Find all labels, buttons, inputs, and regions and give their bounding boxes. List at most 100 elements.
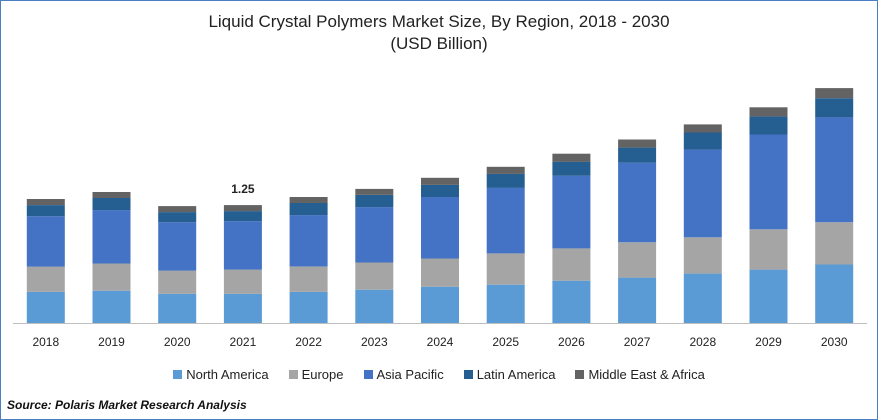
x-tick-label-2023: 2023 — [361, 335, 388, 349]
bar-segment-2030-europe — [815, 222, 854, 265]
bar-segment-2022-europe — [289, 266, 328, 292]
bar-segment-2027-europe — [618, 242, 657, 278]
bar-segment-2019-middle-east-africa — [92, 192, 131, 198]
bar-segment-2023-middle-east-africa — [355, 188, 394, 195]
legend-label: Latin America — [476, 367, 556, 382]
x-tick-label-2022: 2022 — [295, 335, 322, 349]
chart-title: Liquid Crystal Polymers Market Size, By … — [208, 12, 670, 31]
stacked-bar-chart: 2018 2019 2020 2021 1.25 2022 2023 2024 2025 2026… — [13, 88, 867, 349]
bar-segment-2018-middle-east-africa — [26, 199, 65, 205]
x-tick-label-2020: 2020 — [164, 335, 191, 349]
legend-item-asia-pacific: Asia Pacific — [363, 367, 444, 382]
bar-segment-2029-middle-east-africa — [749, 107, 788, 117]
bar-segment-2026-europe — [552, 248, 591, 281]
bar-segment-2030-middle-east-africa — [815, 88, 854, 99]
bar-segment-2022-middle-east-africa — [289, 197, 328, 203]
bar-segment-2026-asia-pacific — [552, 175, 591, 249]
bar-segment-2027-north-america — [618, 277, 657, 323]
bar-segment-2026-north-america — [552, 280, 591, 323]
bar-segment-2027-middle-east-africa — [618, 139, 657, 148]
x-tick-label-2025: 2025 — [492, 335, 519, 349]
bar-segment-2023-europe — [355, 262, 394, 290]
bar-segment-2020-asia-pacific — [158, 222, 197, 271]
bar-segment-2021-north-america — [223, 293, 262, 323]
bar-segment-2018-latin-america — [26, 205, 65, 217]
bar-segment-2029-asia-pacific — [749, 134, 788, 230]
bar-segment-2023-north-america — [355, 289, 394, 323]
legend-item-north-america: North America — [173, 367, 269, 382]
bar-segment-2022-latin-america — [289, 203, 328, 216]
source-note: Source: Polaris Market Research Analysis — [7, 398, 247, 412]
bar-segment-2023-latin-america — [355, 195, 394, 208]
chart-subtitle: (USD Billion) — [390, 34, 488, 53]
bar-segment-2022-asia-pacific — [289, 215, 328, 267]
legend-swatch — [173, 370, 183, 379]
x-tick-label-2019: 2019 — [98, 335, 125, 349]
x-tick-label-2030: 2030 — [821, 335, 848, 349]
bar-segment-2021-latin-america — [223, 211, 262, 222]
bar-segment-2024-middle-east-africa — [421, 177, 459, 185]
x-tick-label-2028: 2028 — [689, 335, 716, 349]
bar-segment-2020-europe — [158, 270, 197, 294]
legend-item-middle-east-africa: Middle East & Africa — [575, 367, 705, 382]
bar-segment-2029-latin-america — [749, 116, 788, 135]
bar-segment-2028-middle-east-africa — [683, 124, 722, 133]
bar-segment-2025-middle-east-africa — [486, 166, 525, 174]
bar-segment-2024-latin-america — [421, 184, 459, 197]
bar-segment-2026-middle-east-africa — [552, 153, 591, 162]
bar-segment-2027-asia-pacific — [618, 162, 657, 243]
legend-swatch — [575, 370, 585, 379]
legend-swatch — [463, 370, 473, 379]
bar-segment-2020-north-america — [158, 293, 197, 323]
bar-segment-2021-middle-east-africa — [223, 205, 262, 212]
bar-segment-2019-asia-pacific — [92, 210, 131, 264]
bar-segment-2025-europe — [486, 253, 525, 285]
bar-segment-2019-europe — [92, 263, 131, 291]
x-tick-label-2024: 2024 — [427, 335, 454, 349]
data-label-2021: 1.25 — [231, 182, 255, 196]
legend-item-latin-america: Latin America — [463, 367, 556, 382]
chart-title-block: Liquid Crystal Polymers Market Size, By … — [1, 11, 877, 55]
legend-item-europe: Europe — [288, 367, 344, 382]
bar-segment-2028-latin-america — [683, 132, 722, 150]
bar-segment-2020-middle-east-africa — [158, 206, 197, 213]
bar-segment-2021-europe — [223, 269, 262, 294]
bar-segment-2021-asia-pacific — [223, 221, 262, 270]
bar-segment-2028-asia-pacific — [683, 149, 722, 238]
bar-segment-2019-north-america — [92, 290, 131, 323]
bar-segment-2024-europe — [421, 258, 459, 287]
bar-segment-2019-latin-america — [92, 198, 131, 211]
x-tick-label-2021: 2021 — [230, 335, 257, 349]
bar-segment-2029-north-america — [749, 269, 788, 323]
bar-segment-2030-asia-pacific — [815, 117, 854, 223]
x-tick-label-2026: 2026 — [558, 335, 585, 349]
bar-segment-2025-north-america — [486, 284, 525, 323]
x-tick-label-2018: 2018 — [32, 335, 59, 349]
bar-segment-2018-north-america — [26, 291, 65, 323]
bar-segment-2030-north-america — [815, 264, 854, 323]
bar-segment-2022-north-america — [289, 291, 328, 323]
bar-segment-2028-north-america — [683, 273, 722, 323]
bar-segment-2029-europe — [749, 229, 788, 270]
bar-segment-2028-europe — [683, 237, 722, 274]
x-tick-label-2027: 2027 — [624, 335, 651, 349]
bar-segment-2018-europe — [26, 266, 65, 292]
bar-segment-2025-asia-pacific — [486, 187, 525, 254]
bar-segment-2025-latin-america — [486, 173, 525, 188]
legend-label: North America — [186, 367, 269, 382]
bar-segment-2023-asia-pacific — [355, 207, 394, 263]
bar-segment-2027-latin-america — [618, 147, 657, 163]
bar-segment-2024-asia-pacific — [421, 197, 459, 259]
legend-label: Europe — [301, 367, 344, 382]
bar-segment-2024-north-america — [421, 286, 459, 323]
bar-segment-2020-latin-america — [158, 212, 197, 223]
legend-swatch — [363, 370, 373, 379]
chart-legend: North America Europe Asia Pacific Latin Ame… — [1, 367, 877, 382]
bar-segment-2026-latin-america — [552, 161, 591, 176]
legend-label: Middle East & Africa — [588, 367, 705, 382]
legend-swatch — [288, 370, 298, 379]
bar-segment-2030-latin-america — [815, 98, 854, 118]
legend-label: Asia Pacific — [376, 367, 444, 382]
x-tick-label-2029: 2029 — [755, 335, 782, 349]
